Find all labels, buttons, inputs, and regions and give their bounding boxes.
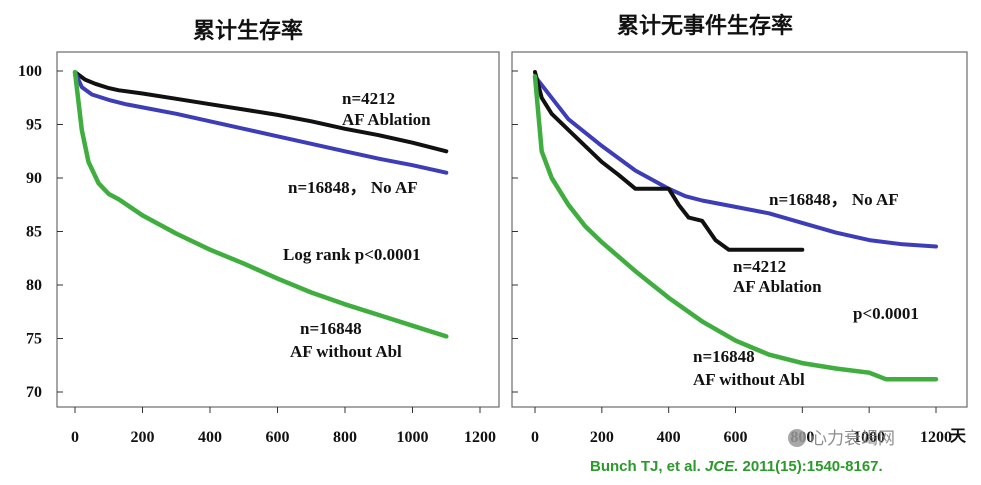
right-ann-pvalue: p<0.0001 xyxy=(853,304,919,323)
x-tick-label: 200 xyxy=(131,429,155,446)
x-tick-label: 600 xyxy=(266,429,290,446)
x-tick-label: 400 xyxy=(657,429,681,446)
right-plot-frame xyxy=(511,51,968,408)
citation-suffix: 2011(15):1540-8167. xyxy=(738,458,883,475)
y-tick-label: 85 xyxy=(26,224,42,241)
right-ann-afwithout-n: n=16848 xyxy=(693,347,755,366)
right-ann-ablation-n: n=4212 xyxy=(733,257,786,276)
left-chart-title: 累计生存率 xyxy=(193,18,303,44)
citation: Bunch TJ, et al. JCE. 2011(15):1540-8167… xyxy=(590,458,883,475)
x-tick-label: 600 xyxy=(724,429,748,446)
right-series-group xyxy=(532,70,939,382)
x-tick-label: 1200 xyxy=(920,429,952,446)
x-axis-label: 天 xyxy=(950,428,967,445)
x-tick-label: 0 xyxy=(531,429,539,446)
right-ann-noaf: n=16848， No AF xyxy=(769,190,899,209)
series-line-af-without-abl xyxy=(532,74,939,382)
x-tick-label: 1000 xyxy=(397,429,429,446)
y-tick-label: 70 xyxy=(26,384,42,401)
left-ann-noaf: n=16848， No AF xyxy=(288,178,418,197)
x-tick-label: 0 xyxy=(71,429,79,446)
citation-prefix: Bunch TJ, et al. xyxy=(590,458,706,475)
y-tick-label: 90 xyxy=(26,170,42,187)
x-tick-label: 400 xyxy=(198,429,222,446)
y-tick-label: 80 xyxy=(26,277,42,294)
citation-journal: JCE. xyxy=(705,458,739,475)
left-ann-ablation-label: AF Ablation xyxy=(342,110,431,129)
x-tick-label: 800 xyxy=(333,429,357,446)
left-ann-ablation-n: n=4212 xyxy=(342,89,395,108)
right-ann-ablation-label: AF Ablation xyxy=(733,277,822,296)
left-series-group xyxy=(72,69,449,339)
left-ann-afwithout-label: AF without Abl xyxy=(290,342,402,361)
left-y-axis: 100 95 90 85 80 75 70 xyxy=(18,63,63,401)
right-ann-afwithout-label: AF without Abl xyxy=(693,370,805,389)
series-line-no-af xyxy=(73,70,449,175)
y-tick-label: 100 xyxy=(18,63,42,80)
right-panel: 累计无事件生存率 020040060080010001200天 n=16848，… xyxy=(511,13,968,446)
right-chart-title: 累计无事件生存率 xyxy=(617,13,793,39)
y-tick-label: 75 xyxy=(26,331,42,348)
left-ann-pvalue: Log rank p<0.0001 xyxy=(283,245,421,264)
series-line-af-ablation xyxy=(533,70,805,252)
series-line-no-af xyxy=(533,74,938,249)
series-line-af-without-abl xyxy=(72,69,449,339)
left-panel: 累计生存率 100 95 90 85 80 75 70 0 200 400 600 800 1000 1… xyxy=(18,18,500,446)
watermark-text: 心力衰竭网 xyxy=(810,429,895,449)
y-tick-label: 95 xyxy=(26,117,42,134)
left-ann-afwithout-n: n=16848 xyxy=(300,319,362,338)
left-x-axis: 0 200 400 600 800 1000 1200 xyxy=(71,407,496,446)
x-tick-label: 1200 xyxy=(464,429,496,446)
series-line-af-ablation xyxy=(73,70,449,154)
watermark: 心力衰竭网 xyxy=(788,424,895,449)
wechat-icon xyxy=(788,429,806,447)
x-tick-label: 200 xyxy=(590,429,614,446)
x-tick-label: 1000 xyxy=(853,429,885,446)
